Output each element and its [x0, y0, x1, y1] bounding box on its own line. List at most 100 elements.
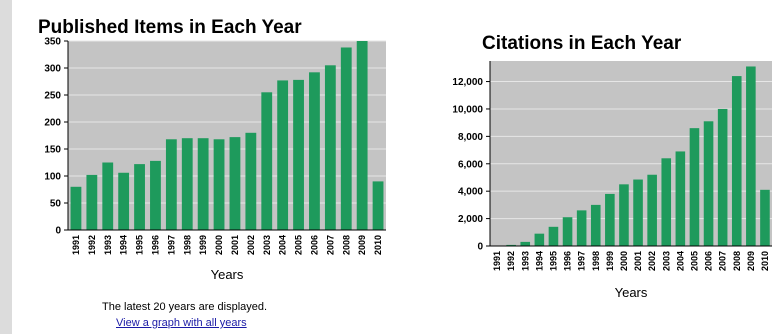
x-tick-label: 1999 [605, 251, 615, 271]
bar [746, 66, 756, 247]
y-tick-label: 12,000 [452, 77, 483, 88]
bar [506, 244, 516, 246]
x-tick-label: 2010 [760, 251, 770, 271]
x-tick-label: 2002 [246, 235, 256, 255]
y-tick-label: 4,000 [458, 187, 483, 198]
bar [102, 162, 114, 230]
y-tick-label: 50 [50, 199, 62, 210]
bar [689, 128, 700, 246]
y-tick-label: 300 [44, 64, 61, 75]
x-tick-label: 1995 [135, 235, 145, 255]
x-tick-label: 1991 [492, 251, 502, 271]
x-tick-label: 1993 [103, 235, 113, 255]
plot-area [68, 41, 386, 230]
x-tick-label: 2001 [633, 251, 643, 271]
x-tick-label: 2003 [262, 235, 272, 255]
window-edge [0, 0, 12, 334]
y-tick-label: 8,000 [458, 132, 483, 143]
x-tick-label: 1995 [548, 251, 558, 271]
view-all-years-link[interactable]: View a graph with all years [116, 317, 247, 329]
bar [372, 181, 384, 230]
bar [213, 139, 225, 230]
bar [562, 217, 573, 246]
bar [86, 174, 98, 230]
x-tick-label: 2004 [278, 235, 288, 255]
bar [134, 164, 145, 230]
bar [229, 137, 241, 230]
x-tick-label: 2005 [294, 235, 304, 255]
x-tick-label: 2003 [661, 251, 671, 271]
x-axis-label: Years [211, 267, 244, 282]
bar [717, 108, 728, 247]
y-tick-label: 100 [44, 172, 61, 183]
x-axis-label: Years [615, 285, 648, 300]
x-tick-label: 1992 [506, 251, 516, 271]
x-tick-label: 2001 [230, 235, 240, 255]
x-tick-label: 1999 [198, 235, 208, 255]
x-tick-label: 1994 [119, 235, 129, 255]
x-tick-label: 2007 [325, 235, 335, 255]
bar [197, 138, 209, 230]
bar [245, 132, 257, 230]
x-tick-label: 2010 [373, 235, 383, 255]
y-tick-label: 200 [44, 118, 61, 129]
x-tick-label: 1998 [182, 235, 192, 255]
y-tick-label: 2,000 [458, 214, 483, 225]
x-tick-label: 2006 [704, 251, 714, 271]
bar [293, 79, 304, 230]
chart-title: Published Items in Each Year [38, 17, 302, 38]
bar [619, 184, 629, 246]
bar [165, 139, 177, 230]
x-tick-label: 2007 [718, 251, 728, 271]
bar [605, 193, 615, 246]
published-items-chart: Published Items in Each Year 0 50 100 150 200… [38, 17, 386, 282]
bar [340, 47, 352, 231]
bar [647, 174, 657, 246]
x-tick-label: 2005 [689, 251, 699, 271]
x-tick-label: 1998 [591, 251, 601, 271]
bar [118, 172, 130, 230]
bar [548, 226, 559, 246]
bar [675, 151, 686, 246]
x-tick-label: 2002 [647, 251, 657, 271]
bar [261, 92, 273, 230]
bar [324, 65, 336, 230]
x-tick-label: 2009 [746, 251, 756, 271]
x-tick-label: 2008 [341, 235, 351, 255]
bar [731, 76, 742, 247]
bar [277, 80, 289, 230]
y-tick-label: 0 [477, 242, 483, 253]
x-tick-label: 2008 [732, 251, 742, 271]
x-tick-label: 1996 [150, 235, 160, 255]
y-tick-label: 350 [44, 37, 61, 48]
bar [661, 158, 672, 246]
bar [576, 210, 587, 246]
y-tick-label: 250 [44, 91, 61, 102]
x-tick-label: 2006 [309, 235, 319, 255]
bar [150, 160, 161, 230]
bar [534, 233, 545, 246]
bar [70, 186, 82, 230]
bar [703, 121, 714, 246]
x-tick-label: 1996 [563, 251, 573, 271]
bar [590, 204, 601, 246]
x-tick-label: 2000 [214, 235, 224, 255]
bar [356, 41, 368, 230]
y-tick-label: 6,000 [458, 159, 483, 170]
citation-report-panel: Published Items in Each Year 0 50 100 150 200… [12, 0, 772, 334]
y-tick-label: 10,000 [452, 104, 483, 115]
bar [760, 189, 770, 246]
years-displayed-note: The latest 20 years are displayed. [102, 301, 268, 313]
x-tick-label: 2009 [357, 235, 367, 255]
x-tick-label: 1994 [534, 251, 544, 271]
bar [309, 72, 320, 230]
x-tick-label: 1991 [71, 235, 81, 255]
x-tick-label: 1992 [87, 235, 97, 255]
x-tick-label: 1997 [577, 251, 587, 271]
bar [520, 241, 531, 246]
x-tick-label: 2004 [675, 251, 685, 271]
chart-title: Citations in Each Year [482, 33, 682, 54]
y-tick-label: 0 [55, 226, 61, 237]
x-tick-label: 1993 [520, 251, 530, 271]
y-tick-label: 150 [44, 145, 61, 156]
